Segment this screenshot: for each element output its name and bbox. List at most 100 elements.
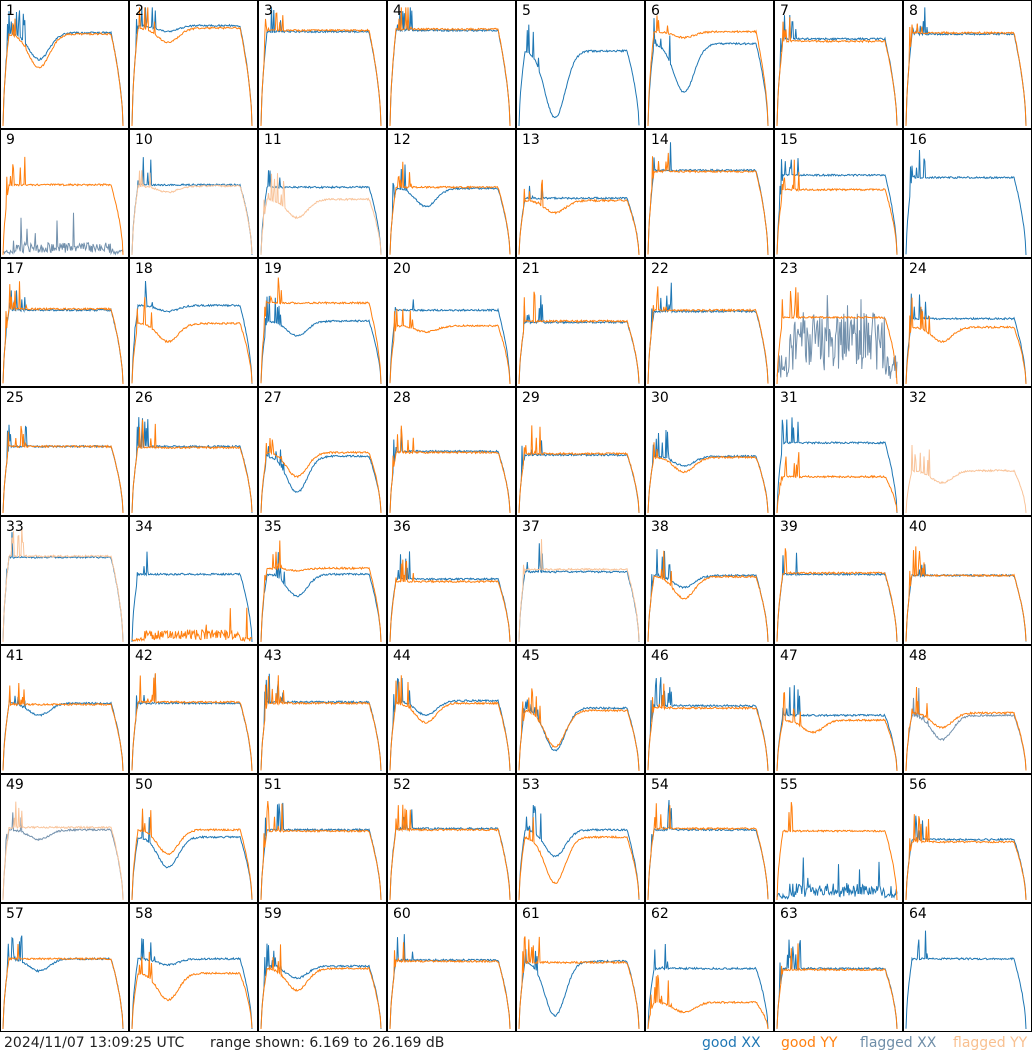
panel-plot — [260, 7, 382, 127]
spectrum-panel: 14 — [645, 129, 774, 258]
panel-plot — [905, 686, 1027, 772]
panel-plot — [776, 685, 898, 772]
panel-plot — [2, 801, 124, 901]
series-line-xx — [518, 24, 640, 127]
panel-plot — [518, 24, 640, 127]
panel-number: 30 — [651, 390, 669, 406]
spectrum-panel: 27 — [258, 387, 387, 516]
panel-number: 44 — [393, 648, 411, 664]
panel-number: 24 — [909, 261, 927, 277]
panel-number: 10 — [135, 132, 153, 148]
series-line-xx — [389, 551, 511, 643]
spectrum-panel: 13 — [516, 129, 645, 258]
series-line-xx — [647, 677, 769, 771]
panel-number: 17 — [6, 261, 24, 277]
series-line-yy — [518, 936, 640, 1030]
panel-plot — [131, 417, 253, 514]
spectrum-panel: 41 — [0, 645, 129, 774]
spectrum-panel: 43 — [258, 645, 387, 774]
spectrum-panel: 3 — [258, 0, 387, 129]
series-line-yy — [131, 170, 253, 255]
panel-number: 4 — [393, 3, 402, 19]
panel-plot — [260, 943, 382, 1030]
panel-number: 34 — [135, 519, 153, 535]
spectrum-panel: 34 — [129, 516, 258, 645]
spectrum-panel: 25 — [0, 387, 129, 516]
series-line-xx — [131, 157, 253, 256]
panel-plot — [905, 814, 1027, 901]
legend-flagged-yy: flagged YY — [953, 1035, 1028, 1051]
panel-number: 7 — [780, 3, 789, 19]
series-line-yy — [518, 539, 640, 642]
panel-plot — [131, 280, 253, 384]
panel-plot — [647, 142, 769, 256]
series-line-xx — [131, 417, 253, 514]
series-line-yy — [647, 803, 769, 901]
series-line-xx — [389, 934, 511, 1030]
panel-number: 42 — [135, 648, 153, 664]
series-line-yy — [647, 15, 769, 127]
series-line-xx — [260, 446, 382, 514]
panel-number: 6 — [651, 3, 660, 19]
spectrum-panel: 52 — [387, 774, 516, 903]
panel-plot — [389, 7, 511, 127]
panel-number: 21 — [522, 261, 540, 277]
panel-plot — [389, 804, 511, 901]
panel-number: 16 — [909, 132, 927, 148]
panel-plot — [776, 14, 898, 127]
series-line-yy — [776, 17, 898, 127]
series-line-xx — [905, 687, 1027, 772]
legend-flagged-xx: flagged XX — [860, 1035, 937, 1051]
timestamp: 2024/11/07 13:09:25 UTC — [4, 1035, 185, 1051]
spectrum-panel: 62 — [645, 903, 774, 1032]
footer-bar: 2024/11/07 13:09:25 UTC range shown: 6.1… — [0, 1033, 1033, 1053]
series-line-yy — [776, 692, 898, 772]
series-line-yy — [776, 548, 898, 642]
panel-plot — [776, 417, 898, 514]
panel-number: 59 — [264, 906, 282, 922]
panel-number: 57 — [6, 906, 24, 922]
series-line-yy — [389, 675, 511, 771]
spectrum-panel: 35 — [258, 516, 387, 645]
series-line-xx — [905, 149, 1027, 256]
panel-number: 29 — [522, 390, 540, 406]
series-line-yy — [2, 682, 124, 772]
panel-plot — [905, 444, 1027, 514]
panel-plot — [389, 675, 511, 772]
series-line-yy — [131, 419, 253, 514]
panel-plot — [389, 425, 511, 514]
spectrum-panel: 63 — [774, 903, 903, 1032]
series-line-yy — [260, 12, 382, 127]
panel-number: 58 — [135, 906, 153, 922]
series-line-yy — [905, 297, 1027, 385]
spectrum-panel: 55 — [774, 774, 903, 903]
panel-number: 12 — [393, 132, 411, 148]
panel-plot — [518, 804, 640, 901]
series-line-yy — [389, 942, 511, 1030]
series-line-yy — [518, 817, 640, 901]
panel-number: 2 — [135, 3, 144, 19]
panel-number: 5 — [522, 3, 531, 19]
panel-number: 45 — [522, 648, 540, 664]
panel-plot — [2, 424, 124, 514]
panel-plot — [905, 293, 1027, 385]
series-line-yy — [776, 159, 898, 255]
panel-plot — [131, 551, 253, 643]
panel-number: 63 — [780, 906, 798, 922]
spectrum-panel: 29 — [516, 387, 645, 516]
series-line-yy — [776, 943, 898, 1030]
series-line-xx — [776, 14, 898, 127]
series-line-yy — [776, 287, 898, 385]
spectrum-panel: 33 — [0, 516, 129, 645]
series-line-xx — [776, 552, 898, 643]
series-line-yy — [905, 546, 1027, 642]
legend-good-yy: good YY — [781, 1035, 838, 1051]
series-line-yy — [2, 281, 124, 385]
series-line-xx — [905, 930, 1027, 1030]
panel-plot — [518, 179, 640, 256]
panel-plot — [260, 277, 382, 385]
series-line-yy — [905, 686, 1027, 772]
series-line-yy — [647, 550, 769, 642]
series-line-yy — [389, 161, 511, 255]
series-line-yy — [647, 152, 769, 255]
